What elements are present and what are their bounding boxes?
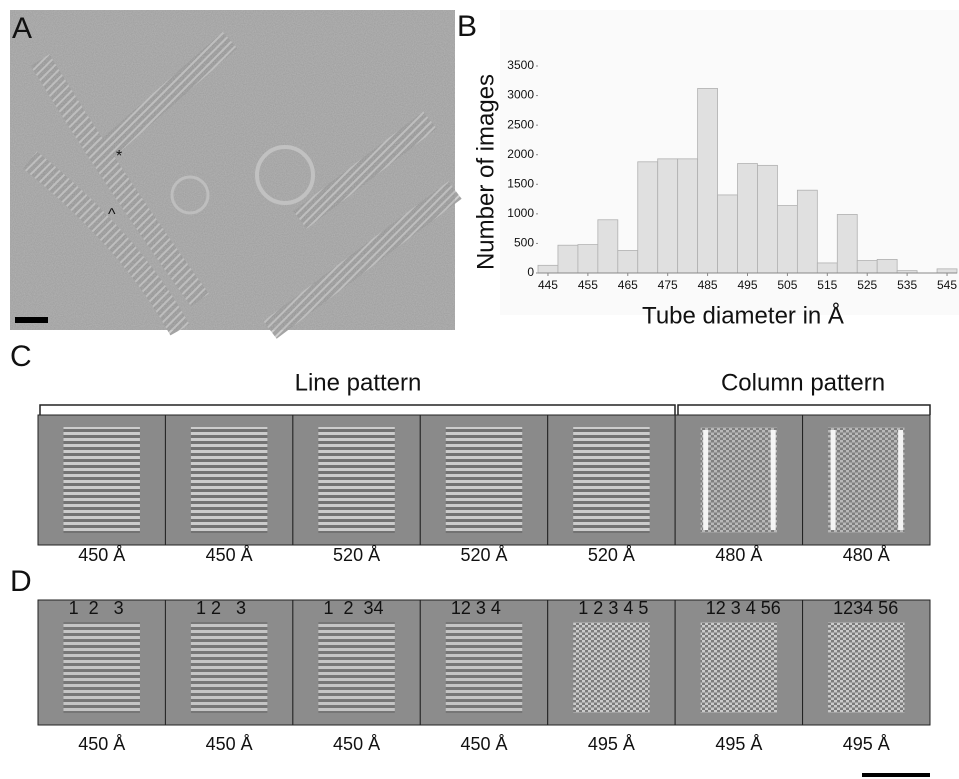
caption: 450 Å	[460, 734, 507, 754]
y-tick-label: 0	[527, 265, 534, 279]
bar	[816, 262, 838, 274]
y-tick-label: 1000	[507, 206, 534, 220]
x-tick-label: 465	[618, 278, 638, 292]
annotation: ^	[108, 206, 116, 223]
panel-label: B	[457, 10, 477, 43]
panel-label: D	[10, 565, 32, 598]
caption: 495 Å	[715, 734, 762, 754]
ring-numbers: 12 3 4	[451, 598, 501, 618]
bar	[597, 219, 619, 274]
x-tick-label: 445	[538, 278, 558, 292]
x-tick-label: 455	[578, 278, 598, 292]
bar	[537, 264, 559, 274]
pattern	[828, 622, 905, 713]
bar	[557, 244, 579, 274]
x-tick-label: 515	[817, 278, 837, 292]
pattern	[573, 427, 650, 533]
scale-bar	[15, 317, 48, 323]
bar	[657, 158, 679, 274]
caption: 480 Å	[715, 545, 762, 565]
x-tick-label: 535	[897, 278, 917, 292]
ring-numbers: 1 2 3	[69, 598, 124, 618]
ring-numbers: 1 2 3 4 5	[578, 598, 648, 618]
edge	[703, 430, 709, 530]
y-tick-label: 2000	[507, 147, 534, 161]
bar	[637, 161, 659, 274]
x-tick-label: 505	[777, 278, 797, 292]
y-tick-label: 2500	[507, 117, 534, 131]
pattern	[318, 622, 395, 713]
pattern	[828, 427, 905, 533]
caption: 495 Å	[588, 734, 635, 754]
scale-bar	[862, 773, 930, 777]
x-tick-label: 545	[937, 278, 957, 292]
pattern	[445, 427, 523, 533]
pattern	[63, 622, 140, 713]
micrograph	[10, 10, 462, 339]
bar	[876, 258, 898, 274]
edge	[830, 430, 836, 530]
pattern	[190, 622, 268, 713]
pattern	[573, 622, 650, 713]
edge	[898, 430, 904, 530]
panel-label: C	[10, 340, 32, 373]
x-axis-label: Tube diameter in Å	[642, 301, 844, 329]
bar	[677, 158, 699, 274]
ring-numbers: 1234 56	[833, 598, 898, 618]
annotation: *	[116, 148, 122, 165]
bar	[617, 250, 639, 274]
caption: 450 Å	[78, 545, 125, 565]
caption: 450 Å	[206, 545, 253, 565]
pattern	[63, 427, 140, 533]
pattern	[318, 427, 395, 533]
bar	[936, 268, 958, 274]
bar	[737, 163, 758, 274]
y-tick-label: 500	[514, 236, 534, 250]
x-tick-label: 485	[698, 278, 718, 292]
bar	[697, 88, 718, 274]
caption: 520 Å	[588, 545, 635, 565]
group-title: Column pattern	[721, 369, 885, 396]
y-tick-label: 3000	[507, 88, 534, 102]
x-tick-label: 475	[658, 278, 678, 292]
bar	[717, 194, 738, 274]
edge	[770, 430, 776, 530]
caption: 495 Å	[843, 734, 890, 754]
caption: 520 Å	[460, 545, 507, 565]
pattern	[700, 427, 778, 533]
pattern	[190, 427, 268, 533]
ring-numbers: 12 3 4 56	[706, 598, 781, 618]
pattern	[445, 622, 523, 713]
caption: 450 Å	[206, 734, 253, 754]
caption: 450 Å	[78, 734, 125, 754]
x-tick-label: 525	[857, 278, 877, 292]
y-tick-label: 1500	[507, 176, 534, 190]
caption: 450 Å	[333, 734, 380, 754]
caption: 480 Å	[843, 545, 890, 565]
y-tick-label: 3500	[507, 58, 534, 72]
ring-numbers: 1 2 34	[323, 598, 383, 618]
bar	[796, 189, 818, 274]
bar	[836, 214, 858, 274]
ring-numbers: 1 2 3	[196, 598, 246, 618]
bar	[577, 244, 599, 274]
bracket	[39, 404, 676, 415]
y-axis-label: Number of images	[472, 74, 499, 270]
bracket	[677, 404, 931, 415]
caption: 520 Å	[333, 545, 380, 565]
group-title: Line pattern	[295, 369, 422, 396]
x-tick-label: 495	[737, 278, 757, 292]
pattern	[700, 622, 778, 713]
panel-label: A	[12, 12, 32, 45]
bar	[757, 164, 778, 274]
bar	[777, 205, 798, 274]
bar	[856, 260, 878, 274]
